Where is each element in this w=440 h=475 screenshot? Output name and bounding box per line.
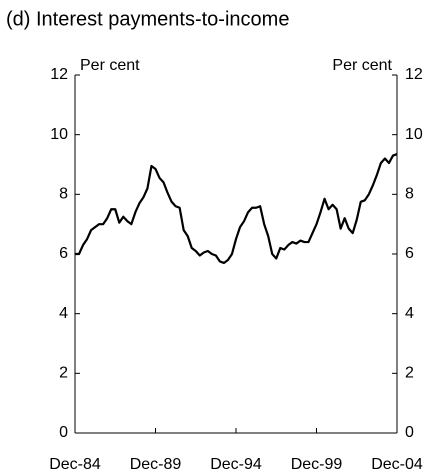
y2-tick-label: 6: [405, 245, 414, 262]
x-tick-label: Dec-04: [371, 456, 423, 473]
y2-tick-label: 0: [405, 424, 414, 441]
y-tick-label: 8: [59, 186, 68, 203]
x-tick-label: Dec-94: [210, 456, 262, 473]
data-line: [75, 153, 398, 265]
x-tick-label: Dec-84: [49, 456, 101, 473]
y2-tick-label: 8: [405, 186, 414, 203]
y-tick-label: 6: [59, 245, 68, 262]
y2-tick-label: 4: [405, 305, 414, 322]
y2-tick-label: 12: [405, 66, 423, 83]
y-tick-label: 10: [50, 126, 68, 143]
y-axis-label: Per cent: [80, 57, 140, 74]
y2-tick-label: 2: [405, 365, 414, 382]
y2-tick-label: 10: [405, 126, 423, 143]
y2-axis-label: Per cent: [332, 57, 392, 74]
x-tick-label: Dec-99: [291, 456, 343, 473]
y-tick-label: 0: [59, 424, 68, 441]
x-tick-label: Dec-89: [130, 456, 182, 473]
y-tick-label: 2: [59, 365, 68, 382]
y-tick-label: 4: [59, 305, 68, 322]
chart-title: (d) Interest payments-to-income: [6, 8, 289, 30]
y-tick-label: 12: [50, 66, 68, 83]
